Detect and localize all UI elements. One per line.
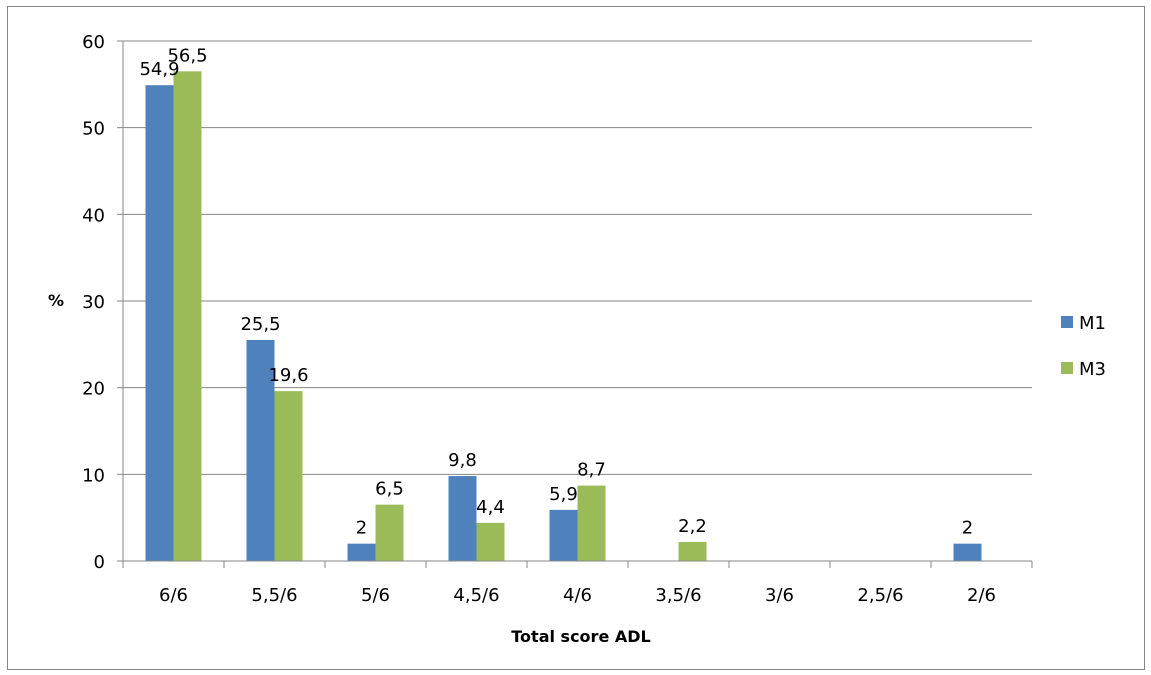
legend: M1 M3 (1061, 313, 1106, 380)
x-tick-label: 2,5/6 (857, 585, 903, 606)
legend-label-m3: M3 (1079, 359, 1106, 380)
legend-swatch-m3 (1061, 362, 1073, 374)
bar-m1 (246, 340, 275, 561)
data-label: 4,4 (476, 497, 505, 518)
data-label: 5,9 (549, 484, 578, 505)
data-label: 2 (356, 518, 367, 539)
x-tick-label: 3,5/6 (655, 585, 701, 606)
y-tick-label: 0 (94, 552, 105, 573)
x-tick-label: 2/6 (967, 585, 996, 606)
bar-m3 (476, 522, 505, 561)
x-tick-labels: 6/6 5,5/6 5/6 4,5/6 4/6 3,5/6 3/6 2,5/6 2/6 (159, 585, 996, 606)
data-label: 54,9 (139, 59, 179, 80)
axes (117, 40, 1033, 568)
x-tick-label: 6/6 (159, 585, 188, 606)
y-tick-label: 40 (82, 205, 105, 226)
bar-m1 (347, 543, 376, 561)
data-label: 8,7 (577, 460, 606, 481)
y-tick-label: 50 (82, 119, 105, 140)
bar-m1 (448, 476, 477, 561)
y-tick-labels: 0 10 20 30 40 50 60 (82, 32, 105, 573)
x-tick-label: 4,5/6 (453, 585, 499, 606)
bar-m1 (145, 85, 174, 561)
data-label: 19,6 (268, 365, 308, 386)
x-tick-label: 4/6 (563, 585, 592, 606)
data-label: 2,2 (678, 516, 707, 537)
bar-m1 (953, 543, 982, 561)
legend-swatch-m1 (1061, 316, 1073, 328)
data-labels: 54,9 25,5 2 9,8 5,9 2 56,5 19,6 6,5 4,4 8,7 2,2 (139, 45, 973, 538)
x-tick-label: 5,5/6 (251, 585, 297, 606)
x-axis-title: Total score ADL (511, 627, 650, 646)
bars (145, 71, 982, 561)
legend-label-m1: M1 (1079, 313, 1106, 334)
data-label: 6,5 (375, 479, 404, 500)
data-label: 25,5 (240, 314, 280, 335)
data-label: 9,8 (448, 450, 477, 471)
bar-m3 (375, 504, 404, 561)
data-label: 2 (962, 518, 973, 539)
y-tick-label: 10 (82, 465, 105, 486)
x-tick-label: 5/6 (361, 585, 390, 606)
bar-m1 (549, 509, 578, 561)
y-tick-label: 20 (82, 379, 105, 400)
x-tick-label: 3/6 (765, 585, 794, 606)
bar-m3 (274, 391, 303, 561)
y-tick-label: 30 (82, 292, 105, 313)
y-axis-title: % (48, 291, 64, 310)
bar-m3 (173, 71, 202, 561)
y-tick-label: 60 (82, 32, 105, 53)
bar-m3 (678, 541, 707, 561)
bar-m3 (577, 485, 606, 561)
data-label: 56,5 (167, 45, 207, 66)
